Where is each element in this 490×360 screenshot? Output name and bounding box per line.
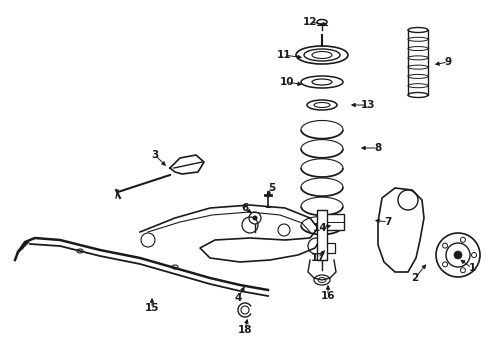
Text: 18: 18 [238, 325, 252, 335]
Text: 11: 11 [277, 50, 291, 60]
Text: 16: 16 [321, 291, 335, 301]
Text: 12: 12 [303, 17, 317, 27]
Text: 6: 6 [242, 203, 248, 213]
Text: 15: 15 [145, 303, 159, 313]
Text: 3: 3 [151, 150, 159, 160]
Text: 10: 10 [280, 77, 294, 87]
FancyBboxPatch shape [317, 210, 327, 260]
Circle shape [454, 251, 462, 259]
Text: 2: 2 [412, 273, 418, 283]
FancyBboxPatch shape [319, 243, 335, 253]
Text: 9: 9 [444, 57, 452, 67]
Text: 8: 8 [374, 143, 382, 153]
Text: 1: 1 [468, 263, 476, 273]
FancyBboxPatch shape [324, 214, 344, 230]
Text: 7: 7 [384, 217, 392, 227]
Text: 4: 4 [234, 293, 242, 303]
Text: 13: 13 [361, 100, 375, 110]
Circle shape [252, 216, 258, 220]
Text: 5: 5 [269, 183, 275, 193]
Text: 17: 17 [311, 253, 325, 263]
Text: 14: 14 [313, 223, 327, 233]
